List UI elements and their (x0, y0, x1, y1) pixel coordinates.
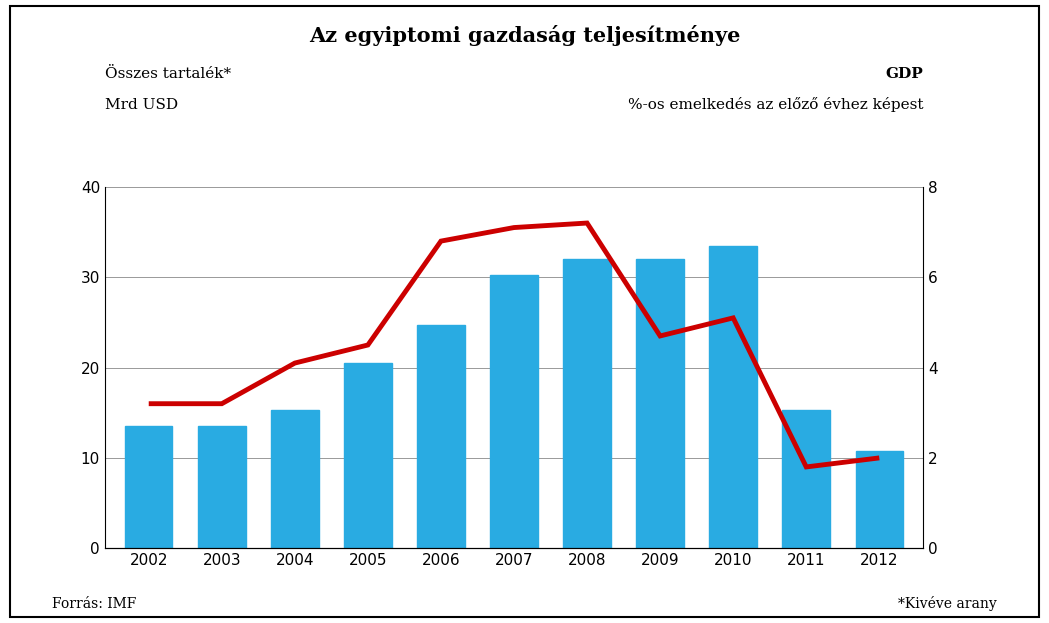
Text: Mrd USD: Mrd USD (105, 98, 178, 112)
Bar (783, 410, 830, 548)
Bar (198, 426, 245, 548)
Text: *Kivéve arany: *Kivéve arany (898, 596, 997, 611)
Text: Forrás: IMF: Forrás: IMF (52, 597, 136, 611)
Bar (490, 275, 538, 548)
Bar (418, 325, 465, 548)
Bar (125, 426, 172, 548)
Text: %-os emelkedés az előző évhez képest: %-os emelkedés az előző évhez képest (627, 97, 923, 112)
Bar (856, 450, 903, 548)
Bar (271, 410, 319, 548)
Bar (344, 363, 391, 548)
Text: Összes tartalék*: Összes tartalék* (105, 67, 231, 81)
Bar (637, 259, 684, 548)
Text: GDP: GDP (885, 67, 923, 81)
Bar (563, 259, 611, 548)
Text: Az egyiptomi gazdaság teljesítménye: Az egyiptomi gazdaság teljesítménye (308, 25, 741, 46)
Bar (709, 245, 757, 548)
